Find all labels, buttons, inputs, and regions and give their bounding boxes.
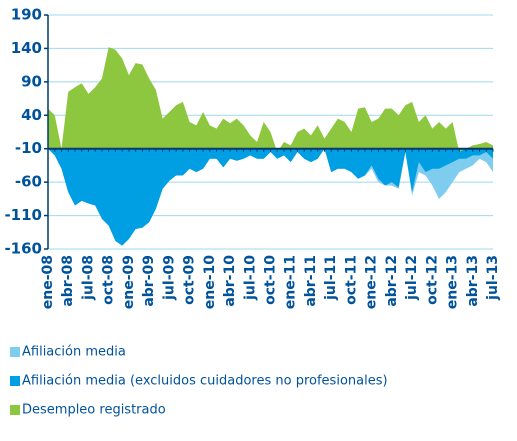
area xyxy=(48,47,493,153)
x-tick-label: abr-11 xyxy=(303,255,319,307)
y-tick-label: 40 xyxy=(21,106,42,124)
x-tick-label: abr-08 xyxy=(60,255,76,307)
legend-swatch xyxy=(10,405,20,415)
x-tick-label: jul-10 xyxy=(242,255,258,301)
x-tick-label: jul-08 xyxy=(80,255,96,301)
x-tick-label: abr-13 xyxy=(465,255,481,307)
y-tick-label: 140 xyxy=(11,39,42,57)
y-tick-label: -10 xyxy=(15,139,42,157)
x-tick-label: oct-08 xyxy=(101,255,117,305)
y-tick-label: -160 xyxy=(4,240,42,258)
legend-swatch xyxy=(10,376,20,386)
x-tick-label: oct-11 xyxy=(343,255,359,305)
x-tick-label: ene-09 xyxy=(121,255,137,309)
x-tick-label: ene-13 xyxy=(445,255,461,309)
x-tick-label: jul-13 xyxy=(485,255,501,301)
x-tick-label: jul-12 xyxy=(404,255,420,301)
x-tick-label: abr-09 xyxy=(141,255,157,307)
x-tick-label: oct-10 xyxy=(263,255,279,305)
x-tick-label: ene-12 xyxy=(364,255,380,309)
x-tick-label: abr-12 xyxy=(384,255,400,307)
x-tick-label: ene-10 xyxy=(202,255,218,310)
legend-label: Afiliación media xyxy=(22,345,126,360)
area xyxy=(48,148,493,246)
x-tick-label: oct-12 xyxy=(424,255,440,305)
x-tick-label: jul-09 xyxy=(161,255,177,301)
x-tick-label: jul-11 xyxy=(323,255,339,301)
x-tick-label: oct-09 xyxy=(182,255,198,305)
x-tick-label: ene-08 xyxy=(40,255,56,309)
y-tick-label: -60 xyxy=(15,173,42,191)
x-tick-label: ene-11 xyxy=(283,255,299,309)
legend-label: Afiliación media (excluidos cuidadores n… xyxy=(22,374,388,389)
y-tick-label: -110 xyxy=(4,206,42,224)
y-tick-label: 90 xyxy=(21,72,42,90)
legend-swatch xyxy=(10,347,20,357)
y-tick-label: 190 xyxy=(11,6,42,24)
legend-label: Desempleo registrado xyxy=(22,403,166,418)
x-tick-label: abr-10 xyxy=(222,255,238,307)
